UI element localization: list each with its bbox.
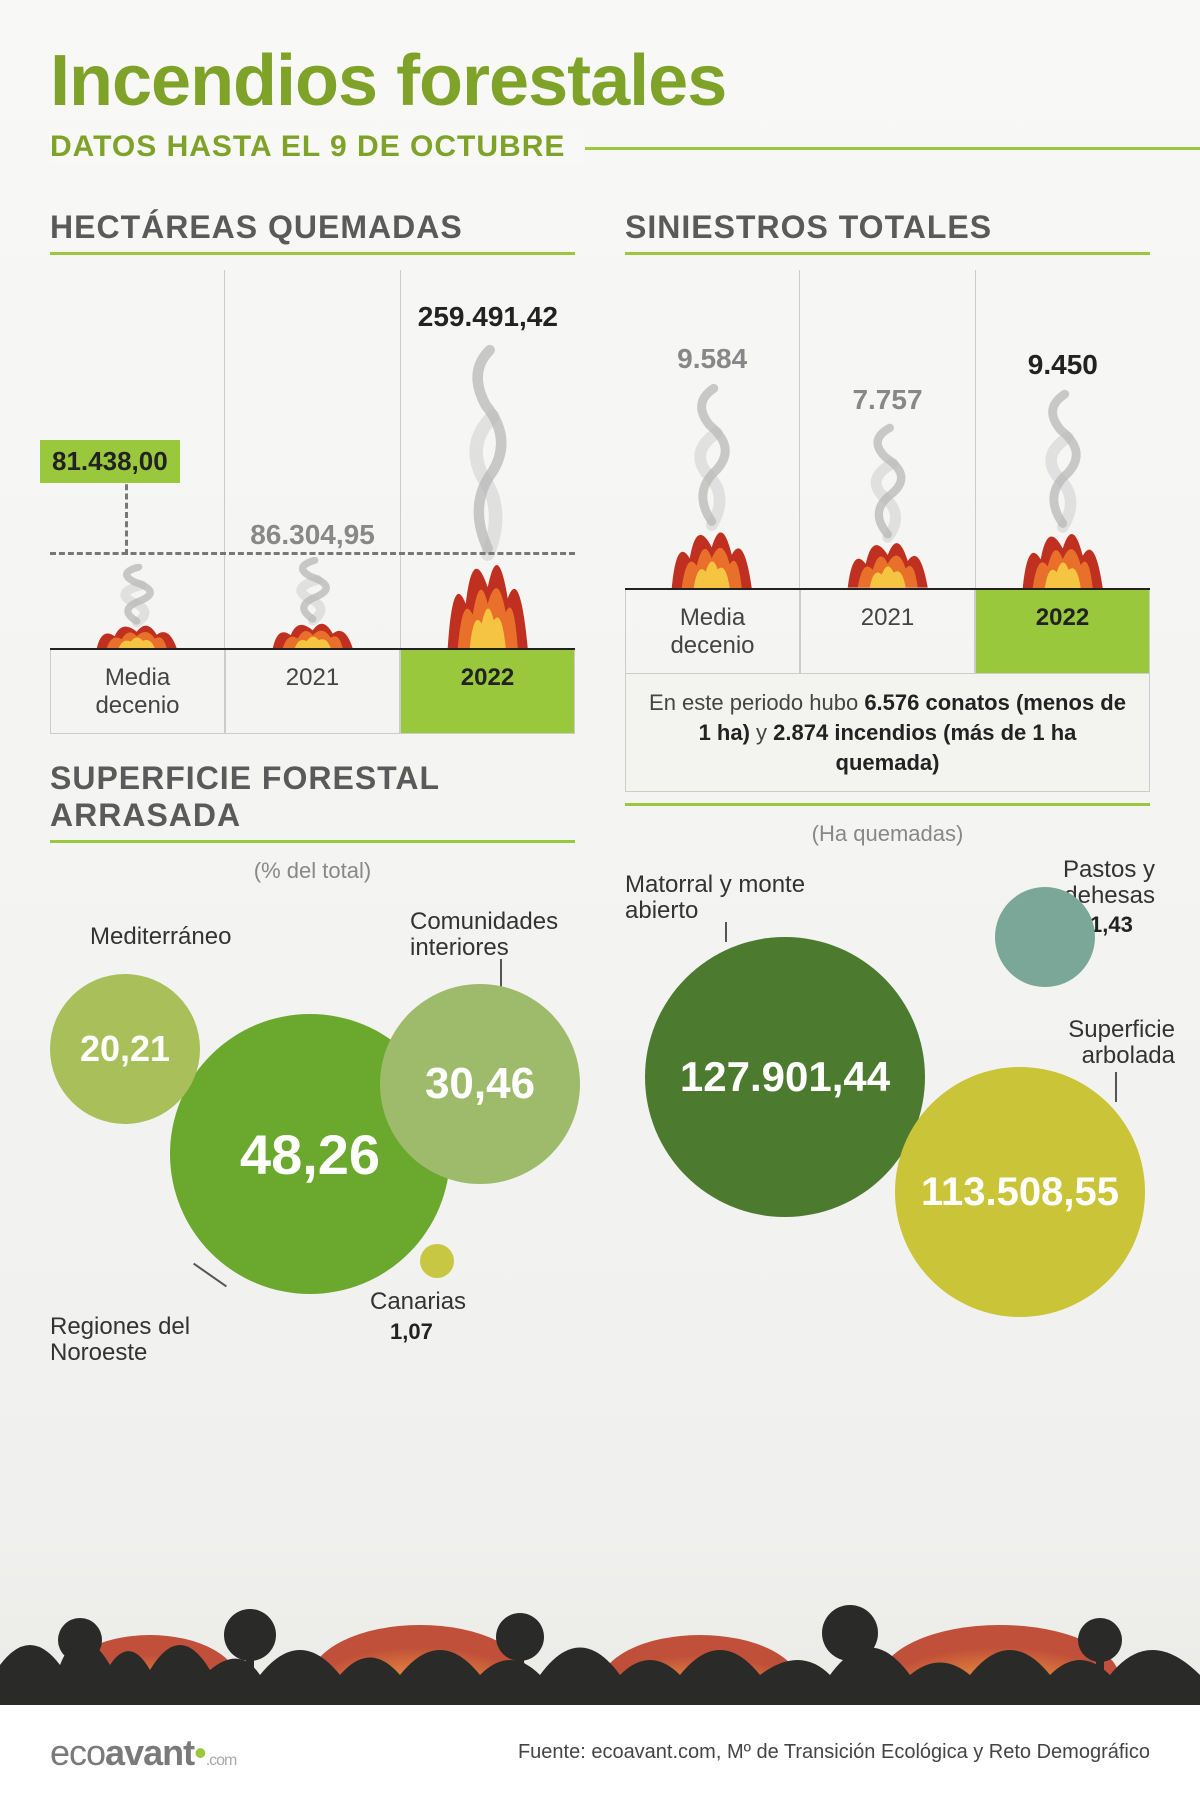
superficie-bubbles: Mediterráneo Comunidades interiores Regi…: [50, 894, 575, 1374]
bubble-pastos: [995, 887, 1095, 987]
fire-value: 86.304,95: [225, 519, 399, 551]
label-interiores: Comunidades interiores: [410, 909, 590, 962]
hectareas-dashed-h: [50, 552, 575, 555]
label-matorral: Matorral y monte abierto: [625, 872, 845, 925]
fire-icon: [67, 564, 206, 648]
siniestros-heading: SINIESTROS TOTALES: [625, 209, 1150, 255]
axis-label: 2022: [400, 650, 575, 734]
fire-icon: [243, 557, 382, 648]
siniestros-section: SINIESTROS TOTALES 9.584 7.757 9.450 Med…: [625, 209, 1150, 730]
label-noroeste: Regiones del Noroeste: [50, 1314, 200, 1367]
hectareas-axis: Mediadecenio20212022: [50, 650, 575, 734]
hectareas-heading: HECTÁREAS QUEMADAS: [50, 209, 575, 255]
bubble-matorral: 127.901,44: [645, 937, 925, 1217]
siniestros-caption: En este periodo hubo 6.576 conatos (meno…: [625, 674, 1150, 792]
siniestros-chart: 9.584 7.757 9.450: [625, 270, 1150, 590]
axis-label: 2021: [800, 590, 975, 674]
hectareas-dashed-v: [125, 475, 128, 555]
footer-bar: ecoavant•.com Fuente: ecoavant.com, Mº d…: [0, 1705, 1200, 1800]
leader-interiores: [500, 959, 502, 989]
vegetacion-bubbles: Matorral y monte abierto Pastos y dehesa…: [625, 857, 1150, 1337]
label-canarias: Canarias: [370, 1289, 466, 1315]
fire-col: 259.491,42: [401, 270, 575, 648]
fire-value: 259.491,42: [401, 301, 575, 333]
superficie-heading: SUPERFICIE FORESTAL ARRASADA: [50, 760, 575, 843]
axis-label: 2022: [975, 590, 1150, 674]
label-arbolada: Superficie arbolada: [1045, 1017, 1175, 1070]
leader-matorral: [725, 922, 727, 942]
label-mediterraneo: Mediterráneo: [90, 924, 231, 950]
leader-arbolada: [1115, 1072, 1117, 1102]
leader-noroeste: [193, 1263, 227, 1288]
bubble-mediterraneo: 20,21: [50, 974, 200, 1124]
fire-col: 86.304,95: [225, 270, 400, 648]
fire-col: 9.450: [976, 270, 1150, 588]
fire-col: 7.757: [800, 270, 975, 588]
vegetacion-subhead: (Ha quemadas): [625, 821, 1150, 847]
fire-icon: [818, 422, 957, 588]
superficie-subhead: (% del total): [50, 858, 575, 884]
bubble-arbolada: 113.508,55: [895, 1067, 1145, 1317]
siniestros-axis: Mediadecenio20212022: [625, 590, 1150, 674]
logo: ecoavant•.com: [50, 1732, 236, 1774]
axis-label: Mediadecenio: [625, 590, 800, 674]
fire-value: 9.450: [976, 349, 1150, 381]
bubble-canarias: [420, 1244, 454, 1278]
fire-value: 7.757: [800, 384, 974, 416]
fire-icon: [418, 339, 557, 648]
axis-label: Mediadecenio: [50, 650, 225, 734]
hectareas-section: HECTÁREAS QUEMADAS 86.304,95 259.491,42 …: [50, 209, 575, 730]
axis-label: 2021: [225, 650, 400, 734]
page-title: Incendios forestales: [50, 40, 1150, 122]
hectareas-pill: 81.438,00: [40, 440, 180, 483]
superficie-section: SUPERFICIE FORESTAL ARRASADA (% del tota…: [50, 760, 575, 1374]
fire-col: 9.584: [625, 270, 800, 588]
fire-icon: [642, 381, 781, 588]
page-subtitle: DATOS HASTA EL 9 DE OCTUBRE: [50, 130, 585, 164]
val-canarias: 1,07: [390, 1319, 433, 1345]
fire-icon: [993, 387, 1132, 588]
bubble-interiores: 30,46: [380, 984, 580, 1184]
source-text: Fuente: ecoavant.com, Mº de Transición E…: [518, 1741, 1150, 1764]
footer-silhouette: [0, 1525, 1200, 1705]
fire-value: 9.584: [625, 343, 799, 375]
vegetacion-section: POR TIPO DE VEGETACIÓN (Ha quemadas) Mat…: [625, 760, 1150, 1374]
